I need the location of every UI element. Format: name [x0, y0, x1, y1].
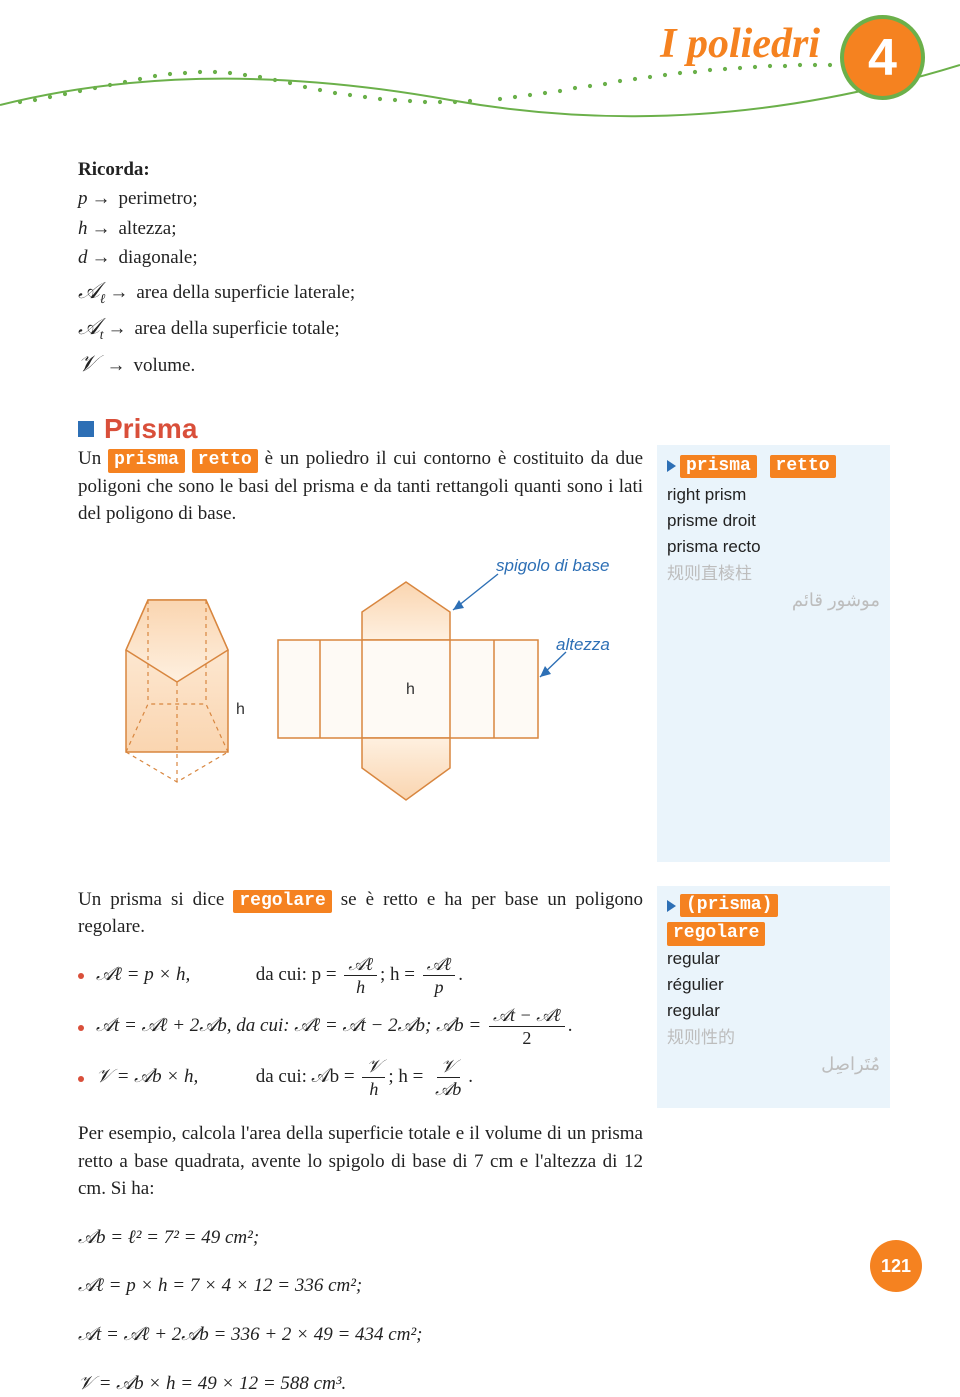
sidebar-translations-2: (prisma) regolare regular régulier regul…	[657, 886, 890, 1108]
regolare-text: Un prisma si dice regolare se è retto e …	[78, 886, 643, 941]
prisma-intro-text: Un prisma retto è un poliedro il cui con…	[78, 445, 643, 528]
formula-list: 𝒜ℓ = p × h, da cui: p = 𝒜ℓh; h = 𝒜ℓp. 𝒜t…	[78, 955, 643, 1098]
calc-1: 𝒜b = ℓ² = 7² = 49 cm²;	[78, 1225, 890, 1252]
ricorda-d: diagonale;	[119, 247, 198, 268]
trans2-es: regular	[667, 998, 880, 1024]
ricorda-title: Ricorda:	[78, 155, 890, 184]
calc-2: 𝒜ℓ = p × h = 7 × 4 × 12 = 336 cm²;	[78, 1273, 890, 1300]
ricorda-block: Ricorda: p→perimetro; h→altezza; d→diago…	[78, 155, 890, 381]
highlight-prisma: prisma	[108, 449, 185, 472]
highlight-regolare: regolare	[233, 890, 331, 913]
calc-4: 𝒱 = 𝒜b × h = 49 × 12 = 588 cm³.	[78, 1371, 890, 1397]
prism-diagram: h h	[78, 542, 643, 862]
side-head-1: prisma retto	[667, 453, 880, 479]
triangle-icon	[667, 460, 676, 472]
formula-3: 𝒱 = 𝒜b × h, da cui: 𝒜b = 𝒱h; h = 𝒱𝒜b.	[78, 1057, 643, 1098]
label-altezza: altezza	[556, 635, 610, 655]
page-number-badge: 121	[870, 1240, 922, 1292]
formula-1: 𝒜ℓ = p × h, da cui: p = 𝒜ℓh; h = 𝒜ℓp.	[78, 955, 643, 996]
bullet-icon	[78, 973, 84, 979]
trans-cjk: 规则直棱柱	[667, 561, 880, 587]
label-spigolo: spigolo di base	[496, 556, 609, 576]
bullet-icon	[78, 1025, 84, 1031]
trans-en: right prism	[667, 482, 880, 508]
section-title: Prisma	[104, 413, 197, 445]
ricorda-al: area della superficie laterale;	[136, 282, 355, 303]
trans-ar: موشور قائم	[667, 587, 880, 615]
highlight-retto: retto	[192, 449, 258, 472]
section-heading-prisma: Prisma	[78, 413, 890, 445]
svg-text:h: h	[236, 701, 245, 718]
svg-text:h: h	[406, 681, 415, 698]
trans2-fr: régulier	[667, 972, 880, 998]
sidebar-translations-1: prisma retto right prism prisme droit pr…	[657, 445, 890, 862]
square-bullet-icon	[78, 421, 94, 437]
calculations: 𝒜b = ℓ² = 7² = 49 cm²; 𝒜ℓ = p × h = 7 × …	[78, 1225, 890, 1397]
trans-fr: prisme droit	[667, 508, 880, 534]
trans-es: prisma recto	[667, 534, 880, 560]
calc-3: 𝒜t = 𝒜ℓ + 2𝒜b = 336 + 2 × 49 = 434 cm²;	[78, 1322, 890, 1349]
example-text: Per esempio, calcola l'area della superf…	[78, 1120, 643, 1203]
page-header: I poliedri 4	[0, 0, 960, 140]
chapter-title: I poliedri	[660, 20, 820, 68]
ricorda-h: altezza;	[119, 218, 177, 239]
chapter-number-badge: 4	[840, 15, 925, 100]
side-head-2: (prisma)	[667, 894, 880, 917]
ricorda-v: volume.	[133, 355, 195, 376]
trans2-ar: مُتَراصِل	[667, 1051, 880, 1079]
trans2-en: regular	[667, 946, 880, 972]
triangle-icon	[667, 900, 676, 912]
ricorda-p: perimetro;	[119, 188, 198, 209]
ricorda-at: area della superficie totale;	[134, 318, 339, 339]
bullet-icon	[78, 1076, 84, 1082]
trans2-cjk: 规则性的	[667, 1025, 880, 1051]
formula-2: 𝒜t = 𝒜ℓ + 2𝒜b, da cui: 𝒜ℓ = 𝒜t − 2𝒜b; 𝒜b…	[78, 1006, 643, 1047]
